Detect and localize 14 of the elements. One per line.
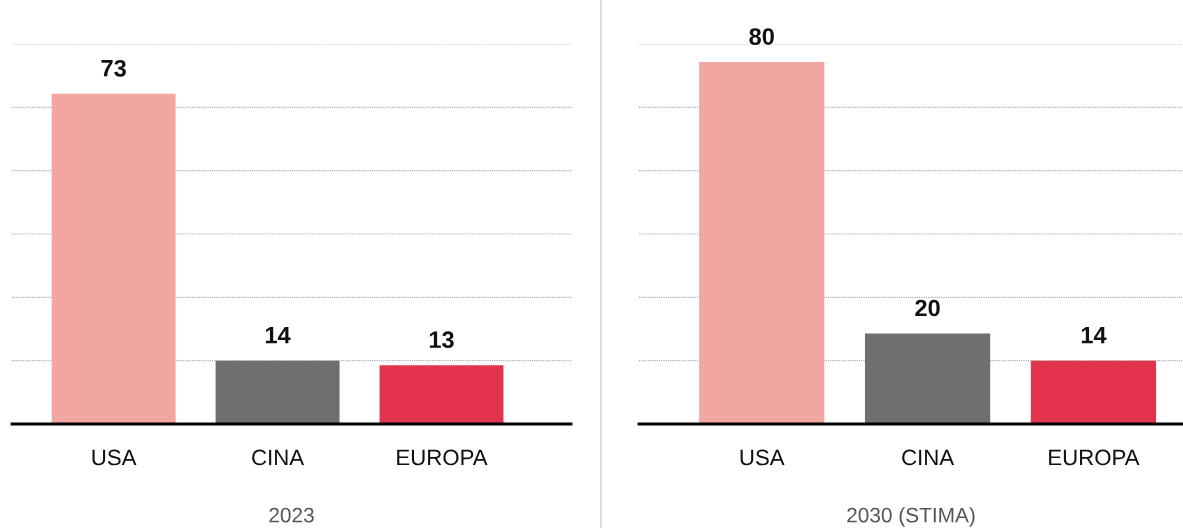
x-tick-label: CINA <box>252 449 305 466</box>
x-tick-label: EUROPA <box>1049 449 1140 466</box>
x-tick-label: USA <box>92 449 137 466</box>
x-tick-label: USA <box>740 449 785 466</box>
data-label: 73 <box>101 59 126 77</box>
x-tick-label: EUROPA <box>397 449 488 466</box>
x-axis-title: 2023 <box>269 507 314 523</box>
x-tick-label: CINA <box>902 449 955 466</box>
data-label: 20 <box>915 299 940 317</box>
x-axis-title: 2030 (STIMA) <box>847 507 975 527</box>
data-label: 80 <box>749 28 774 45</box>
data-label: 14 <box>1081 327 1107 344</box>
data-label: 14 <box>265 327 291 344</box>
data-label: 13 <box>429 331 454 349</box>
